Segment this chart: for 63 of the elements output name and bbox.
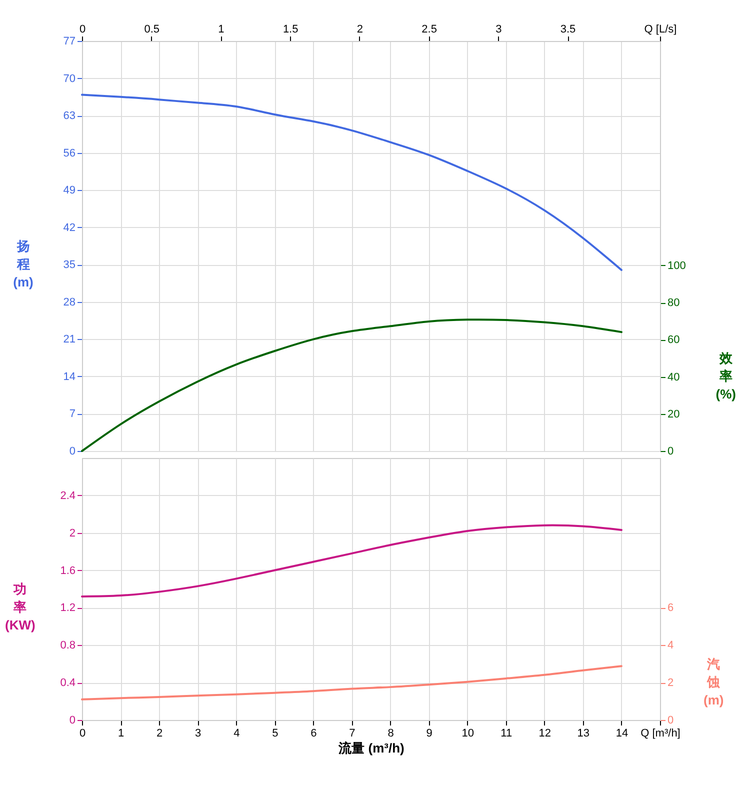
x-tick-label: 4 [234, 728, 240, 740]
x-axis-title: 流量 (m³/h) [338, 740, 404, 756]
y-tick-label: 0 [69, 446, 76, 458]
x-tick-label: 0 [79, 728, 86, 740]
y2-tick-label: 6 [668, 602, 674, 614]
y2-tick-label: 2 [668, 677, 674, 690]
x-tick-label: 12 [538, 728, 552, 740]
x-tick-label: 11 [500, 728, 512, 740]
y-tick-label: 28 [63, 296, 76, 308]
line-series [81, 94, 622, 271]
x-tick-label: Q [m³/h] [640, 728, 680, 740]
y2-tick-label: 0 [668, 714, 674, 726]
x-tick-label: 2 [156, 728, 163, 740]
x2-tick-label: 0.5 [144, 24, 160, 36]
y2-tick-label: 0 [668, 446, 674, 458]
y-tick-label: 49 [63, 184, 76, 197]
x-tick-label: 13 [577, 728, 590, 740]
y-tick-label: 63 [63, 110, 76, 122]
y-tick-label: 21 [63, 334, 76, 346]
y2-tick-label: 40 [668, 371, 680, 384]
x-tick-label: 3 [195, 728, 202, 740]
y-tick-label: 14 [63, 370, 76, 383]
y2-axis-title: 效率 (%) [716, 350, 736, 402]
y-tick-label: 7 [69, 408, 76, 420]
x2-tick-label: 2.5 [422, 24, 437, 36]
x-tick-label: 7 [349, 728, 356, 740]
y-tick-label: 35 [63, 259, 76, 272]
x-tick-label: 14 [616, 728, 628, 740]
x-tick-label: 1 [118, 728, 124, 740]
line-series [81, 665, 622, 700]
y2-tick-label: 20 [668, 408, 680, 420]
y-tick-label: 70 [63, 72, 76, 85]
x2-tick-label: Q [L/s] [644, 24, 677, 36]
x-tick-label: 5 [272, 728, 278, 740]
y2-axis-title: 汽蚀 (m) [704, 656, 724, 708]
y2-tick-label: 80 [668, 297, 680, 310]
y-tick-label: 0.4 [60, 677, 76, 690]
y-tick-label: 77 [63, 36, 76, 48]
y-axis-title: 功率 (KW) [5, 582, 36, 632]
y-tick-label: 1.2 [60, 602, 76, 614]
y2-tick-label: 100 [668, 260, 686, 272]
x-tick-label: 6 [310, 728, 317, 740]
y-tick-label: 0 [69, 714, 76, 726]
y-tick-label: 42 [63, 222, 76, 234]
line-series [81, 524, 622, 598]
x2-tick-label: 3 [496, 24, 502, 36]
y2-tick-label: 60 [668, 334, 680, 346]
y-tick-label: 2 [69, 527, 76, 540]
x-tick-label: 8 [388, 728, 394, 740]
y-tick-label: 1.6 [60, 564, 76, 577]
x-tick-label: 10 [462, 728, 474, 740]
y-tick-label: 56 [63, 147, 76, 160]
x2-tick-label: 1 [218, 24, 224, 36]
y-tick-label: 0.8 [60, 640, 76, 652]
x2-tick-label: 0 [79, 24, 86, 36]
y2-tick-label: 4 [668, 640, 674, 652]
x2-tick-label: 3.5 [560, 24, 576, 36]
y-axis-title: 扬程 (m) [13, 238, 34, 290]
y-tick-label: 2.4 [60, 490, 76, 502]
x2-tick-label: 2 [356, 24, 363, 36]
line-series [81, 318, 622, 452]
x-tick-label: 9 [426, 728, 432, 740]
x2-tick-label: 1.5 [282, 24, 298, 36]
